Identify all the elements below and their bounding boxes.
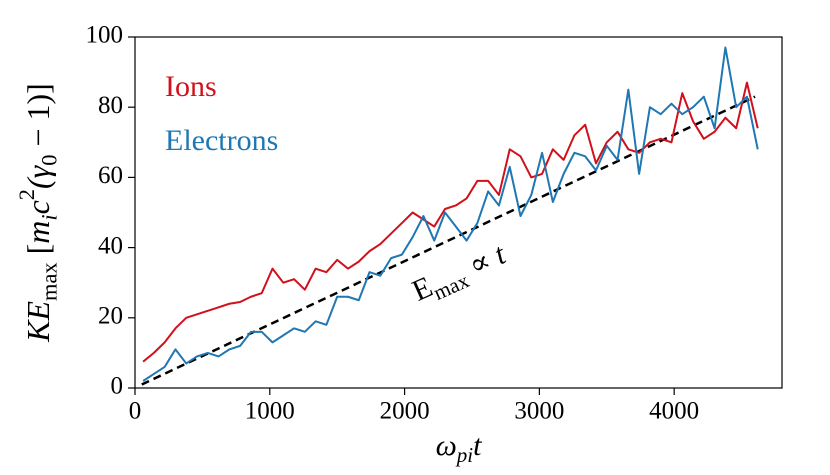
legend-entry: Electrons — [165, 124, 278, 157]
series-line — [142, 46, 759, 382]
label-part: (γ — [20, 164, 56, 189]
label-part: pi — [455, 443, 474, 467]
y-tick-label: 20 — [98, 303, 123, 330]
y-tick-label: 80 — [98, 92, 123, 119]
label-part: t — [473, 429, 482, 462]
legend-entry: Ions — [165, 70, 217, 103]
fit-line — [141, 95, 756, 386]
x-tick-label: 0 — [129, 398, 142, 425]
label: Emax ∝ t — [407, 237, 513, 312]
label-part: m — [20, 221, 56, 244]
y-tick-label: 0 — [111, 373, 124, 400]
plot-frame — [134, 36, 783, 389]
y-tick-label: 40 — [98, 232, 123, 259]
label-part: max — [37, 262, 62, 301]
x-tick-label: 3000 — [514, 398, 564, 425]
series-line — [142, 81, 759, 363]
label-part: i — [37, 214, 62, 220]
label: KEmax [mic2(γ0 − 1)] — [14, 83, 61, 343]
label-part: ω — [436, 429, 457, 462]
x-tick-label: 4000 — [649, 398, 699, 425]
x-tick-label: 1000 — [245, 398, 295, 425]
label-part: 0 — [37, 155, 62, 166]
label: ωpit — [436, 429, 483, 467]
y-tick-label: 100 — [86, 22, 124, 49]
label-part: [ — [20, 244, 56, 263]
y-tick-label: 60 — [98, 162, 123, 189]
label-part: c — [20, 200, 56, 214]
label-part: 2 — [14, 189, 39, 200]
x-tick-label: 2000 — [380, 398, 430, 425]
label-part: KE — [20, 301, 56, 343]
label-part: − 1)] — [20, 83, 56, 154]
